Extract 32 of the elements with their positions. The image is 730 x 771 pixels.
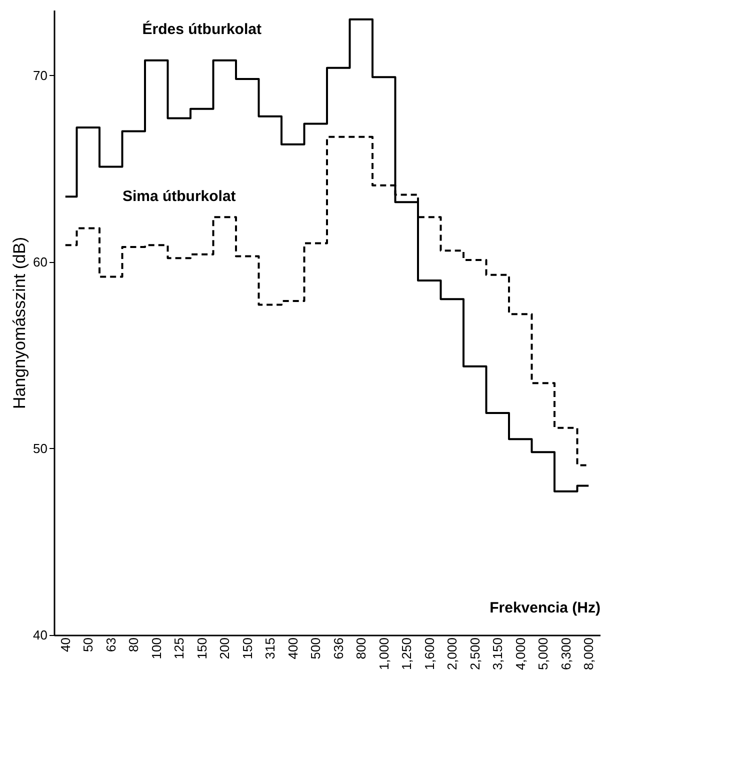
x-tick-label: 50 (80, 638, 96, 652)
x-tick-label: 40 (58, 638, 73, 652)
y-tick-label: 50 (33, 440, 48, 456)
y-tick-label: 70 (33, 68, 48, 83)
x-tick-label: 500 (308, 638, 324, 660)
y-tick-label: 60 (33, 254, 48, 270)
x-tick-label: 636 (330, 638, 346, 660)
x-tick-label: 4,000 (512, 638, 528, 670)
x-tick-label: 1,000 (376, 638, 392, 670)
y-axis-title: Hangnyomásszint (dB) (10, 237, 30, 409)
x-tick-label: 200 (217, 638, 232, 660)
series-label: Sima útburkolat (122, 188, 236, 206)
x-tick-label: 400 (285, 638, 300, 660)
x-tick-label: 1,250 (399, 638, 414, 670)
x-tick-label: 2,500 (467, 638, 482, 670)
x-axis-title: Frekvencia (Hz) (490, 600, 601, 616)
x-tick-label: 150 (240, 638, 255, 660)
series-label: Érdes útburkolat (142, 20, 262, 38)
x-tick-label: 150 (194, 638, 210, 660)
x-tick-label: 80 (126, 638, 142, 652)
x-tick-label: 800 (354, 638, 369, 660)
x-tick-label: 63 (103, 638, 118, 652)
x-tick-label: 3,150 (490, 638, 506, 670)
x-tick-label: 100 (148, 638, 164, 660)
x-tick-label: 5,000 (536, 638, 551, 670)
x-tick-label: 2,000 (444, 638, 460, 670)
x-tick-label: 8,000 (581, 638, 596, 670)
x-tick-label: 125 (172, 638, 187, 660)
x-tick-label: 1,600 (422, 638, 437, 670)
y-tick-label: 40 (33, 628, 48, 642)
x-tick-label: 315 (262, 638, 278, 660)
x-tick-label: 6,300 (558, 638, 574, 670)
